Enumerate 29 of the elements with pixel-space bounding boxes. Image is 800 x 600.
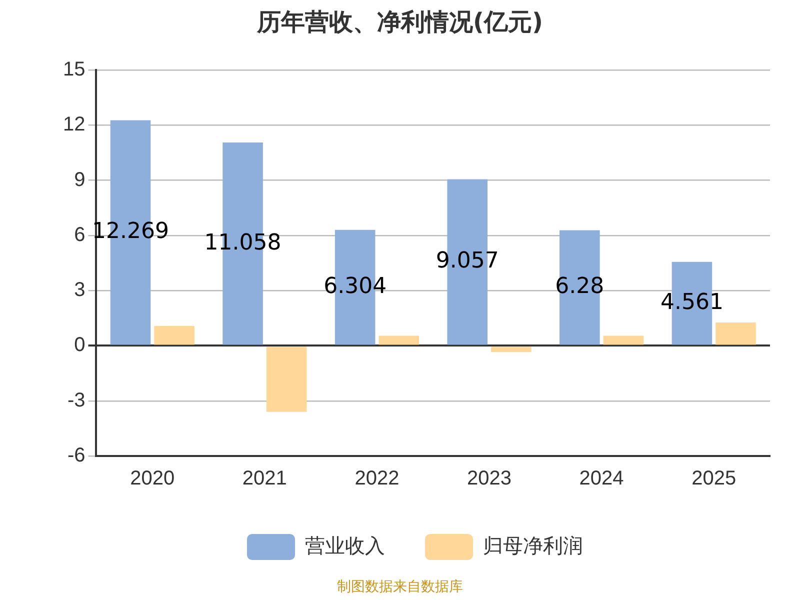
y-tick-label: 0 — [74, 334, 86, 356]
bar — [603, 336, 644, 345]
bar — [266, 346, 307, 412]
x-tick-label: 2020 — [130, 468, 175, 490]
data-label: 4.561 — [660, 290, 724, 316]
y-tick-label: 3 — [74, 279, 86, 302]
bar — [491, 346, 532, 352]
x-tick-label: 2024 — [579, 468, 624, 490]
y-tick-label: 9 — [74, 168, 86, 191]
x-tick-label: 2025 — [692, 468, 736, 490]
y-tick-label: -6 — [67, 444, 86, 467]
legend-label: 营业收入 — [305, 536, 385, 558]
chart-title: 历年营收、净利情况(亿元) — [256, 7, 544, 38]
bar — [154, 326, 194, 345]
x-tick-label: 2023 — [467, 468, 512, 490]
y-tick-label: 6 — [74, 224, 86, 246]
data-label: 11.058 — [204, 230, 282, 256]
y-tick-label: -3 — [67, 389, 86, 412]
x-tick-label: 2021 — [242, 468, 287, 490]
bar — [716, 322, 756, 345]
data-label: 9.057 — [436, 248, 499, 274]
data-label: 6.28 — [555, 274, 604, 300]
data-label: 6.304 — [324, 274, 387, 299]
bar — [378, 336, 420, 345]
text: 制图数据来自数据库 — [336, 578, 464, 596]
x-tick-label: 2022 — [354, 468, 400, 490]
legend-label: 归母净利润 — [483, 536, 583, 558]
y-tick-label: 15 — [62, 58, 86, 81]
y-tick-label: 12 — [62, 114, 86, 136]
